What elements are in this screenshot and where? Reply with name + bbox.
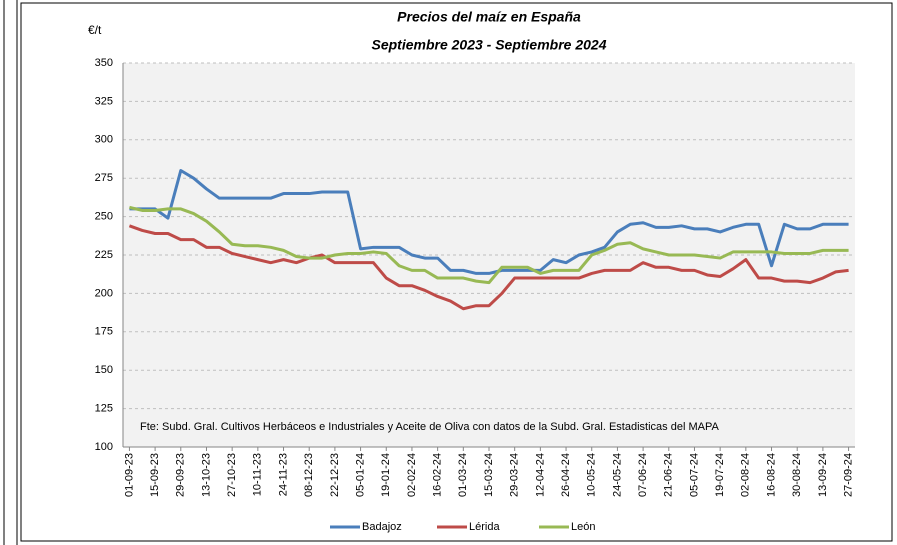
x-tick-label: 19-01-24 [380, 453, 392, 497]
x-tick-label: 07-06-24 [637, 453, 649, 497]
x-tick-label: 15-09-23 [149, 453, 161, 497]
x-tick-label: 08-12-23 [303, 453, 315, 497]
y-axis-label: €/t [88, 23, 102, 37]
x-tick-label: 27-09-24 [842, 453, 854, 497]
chart-subtitle: Septiembre 2023 - Septiembre 2024 [371, 37, 606, 53]
x-tick-label: 16-08-24 [765, 453, 777, 497]
x-tick-label: 24-05-24 [611, 453, 623, 497]
series-line [129, 169, 849, 275]
x-tick-label: 27-10-23 [226, 453, 238, 497]
x-tick-label: 05-01-24 [354, 453, 366, 497]
x-tick-label: 29-03-24 [509, 453, 521, 497]
y-tick-label: 250 [95, 211, 113, 223]
x-tick-label: 26-04-24 [560, 453, 572, 497]
x-tick-label: 16-02-24 [432, 453, 444, 497]
x-tick-label: 19-07-24 [714, 453, 726, 497]
x-tick-label: 05-07-24 [688, 453, 700, 497]
x-tick-label: 30-08-24 [791, 453, 803, 497]
y-tick-label: 125 [95, 403, 113, 415]
y-tick-label: 175 [95, 326, 113, 338]
series-line [129, 205, 849, 285]
x-tick-label: 24-11-23 [277, 453, 289, 496]
x-tick-label: 10-11-23 [252, 453, 264, 496]
note: Fte: Subd. Gral. Cultivos Herbáceos e In… [140, 421, 719, 433]
x-tick-label: 13-10-23 [200, 453, 212, 497]
legend-label: León [571, 521, 595, 533]
x-tick-label: 02-08-24 [740, 453, 752, 497]
y-tick-label: 200 [95, 287, 113, 299]
y-tick-label: 100 [95, 441, 113, 453]
x-tick-label: 01-09-23 [123, 453, 135, 497]
legend-label: Lérida [469, 521, 500, 533]
y-tick-label: 275 [95, 172, 113, 184]
y-tick-label: 150 [95, 364, 113, 376]
x-tick-label: 13-09-24 [817, 453, 829, 497]
x-tick-label: 29-09-23 [175, 453, 187, 497]
y-tick-label: 300 [95, 134, 113, 146]
x-tick-label: 10-05-24 [586, 453, 598, 497]
x-tick-label: 22-12-23 [329, 453, 341, 497]
x-tick-label: 21-06-24 [663, 453, 675, 497]
legend-label: Badajoz [362, 521, 402, 533]
x-tick-label: 15-03-24 [483, 453, 495, 497]
x-tick-label: 01-03-24 [457, 453, 469, 497]
y-tick-label: 325 [95, 95, 113, 107]
y-tick-label: 225 [95, 249, 113, 261]
x-tick-label: 02-02-24 [406, 453, 418, 497]
series-line [128, 224, 849, 311]
x-tick-label: 12-04-24 [534, 453, 546, 497]
chart-title: Precios del maíz en España [397, 9, 581, 25]
y-tick-label: 350 [95, 57, 113, 69]
